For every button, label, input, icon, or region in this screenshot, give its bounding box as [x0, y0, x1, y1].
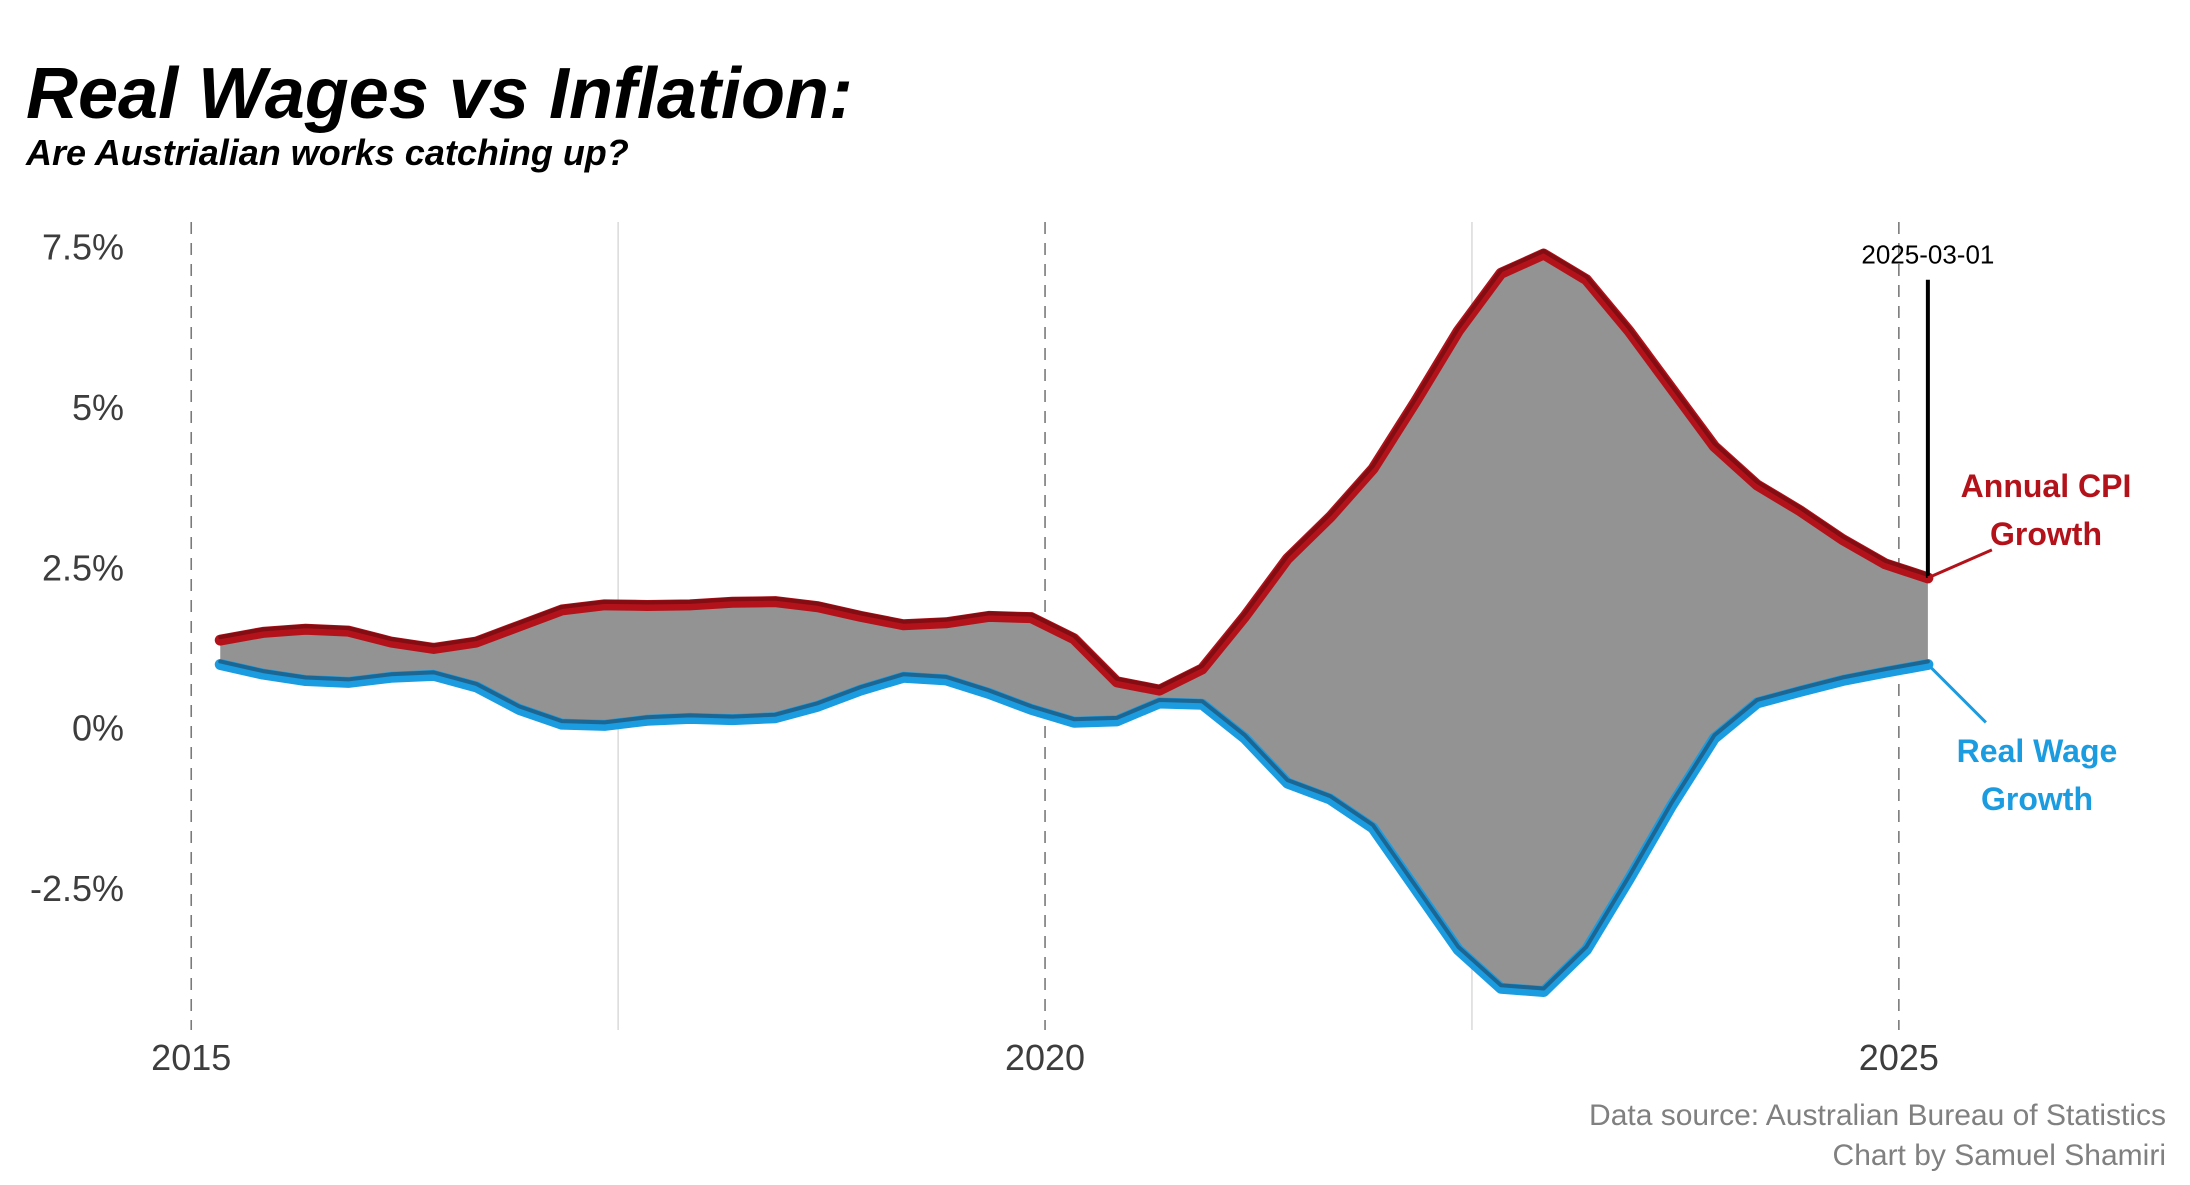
- x-tick-label-2025: 2025: [1859, 1037, 1939, 1078]
- gap-band: [220, 254, 1928, 992]
- chart-title: Real Wages vs Inflation:: [26, 54, 853, 134]
- y-tick-label-1: 0%: [72, 708, 124, 749]
- wage-line-shade: [218, 659, 1930, 991]
- date-marker-label: 2025-03-01: [1861, 240, 1994, 270]
- caption-source: Data source: Australian Bureau of Statis…: [1589, 1099, 2166, 1132]
- series-lines: [214, 248, 1934, 998]
- axes: 2015 2020 2025 -2.5% 0% 2.5% 5% 7.5%: [30, 227, 1939, 1078]
- y-tick-label-4: 7.5%: [42, 227, 124, 268]
- x-tick-label-2015: 2015: [151, 1037, 231, 1078]
- cpi-leader-line: [1927, 548, 1993, 580]
- wage-series-label-line-1: Real Wage: [1957, 733, 2118, 769]
- y-tick-label-0: -2.5%: [30, 868, 124, 909]
- x-tick-label-2020: 2020: [1005, 1037, 1085, 1078]
- chart-subtitle: Are Austrialian works catching up?: [26, 132, 629, 173]
- y-tick-label-3: 5%: [72, 387, 124, 428]
- annotations: 2025-03-01 Annual CPI Growth Real Wage Growt…: [1861, 240, 2131, 817]
- gap-band-area: [220, 254, 1928, 992]
- wage-leader-line: [1926, 663, 1987, 724]
- y-tick-label-2: 2.5%: [42, 547, 124, 588]
- cpi-series-label-line-2: Growth: [1990, 516, 2102, 552]
- caption-author: Chart by Samuel Shamiri: [1832, 1139, 2166, 1172]
- caption: Data source: Australian Bureau of Statis…: [1589, 1096, 2166, 1176]
- wage-series-label-line-2: Growth: [1981, 781, 2093, 817]
- cpi-line-shade: [218, 249, 1930, 690]
- cpi-series-label-line-1: Annual CPI: [1961, 468, 2132, 504]
